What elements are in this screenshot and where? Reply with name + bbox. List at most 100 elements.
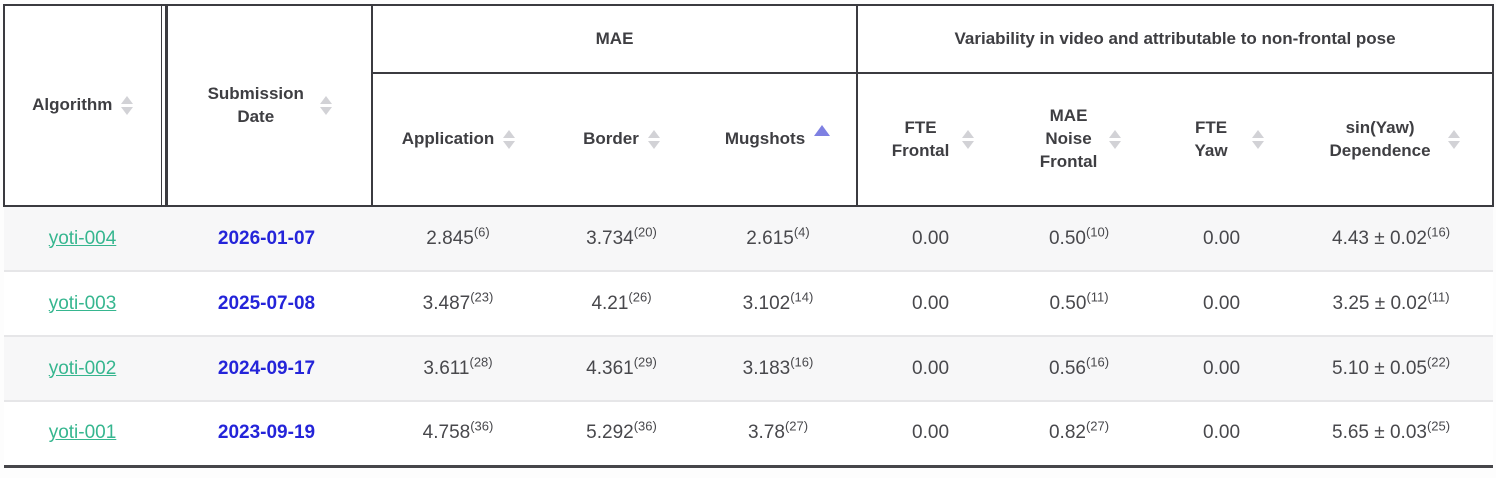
table-row: yoti-001 2023-09-19 4.758(36) 5.292(36) 3.78…: [4, 401, 1494, 468]
metric-value: 3.25 ± 0.02: [1332, 292, 1428, 314]
fte-frontal-cell: 0.00: [857, 336, 1005, 402]
table-body: yoti-004 2026-01-07 2.845(6) 3.734(20) 2.615…: [4, 206, 1494, 468]
table-row: yoti-002 2024-09-17 3.611(28) 4.361(29) 3.18…: [4, 336, 1494, 402]
submission-date-cell: 2023-09-19: [161, 401, 372, 468]
algorithm-cell: yoti-001: [4, 401, 161, 468]
sub-header-row: Application Border Mugshots FTE Frontal: [4, 73, 1495, 207]
column-header-mugshots[interactable]: Mugshots: [699, 73, 859, 207]
metric-value: 4.758: [422, 422, 471, 444]
sort-icon[interactable]: [319, 96, 332, 115]
mugshots-cell: 3.102(14): [699, 271, 858, 337]
algorithm-link[interactable]: yoti-001: [48, 422, 117, 444]
rank-superscript: (27): [1085, 418, 1110, 434]
rank-superscript: (36): [470, 418, 494, 434]
metric-value: 0.56: [1048, 357, 1086, 379]
rank-superscript: (22): [1426, 354, 1451, 370]
rank-superscript: (28): [469, 354, 493, 370]
sinyaw-cell: 5.65 ± 0.03(25): [1289, 401, 1494, 468]
submission-date-value: 2024-09-17: [217, 357, 316, 379]
algorithm-link[interactable]: yoti-004: [48, 227, 117, 249]
metric-value: 4.361: [586, 357, 634, 379]
submission-date-cell: 2026-01-07: [161, 206, 372, 272]
border-cell: 4.21(26): [544, 271, 699, 337]
submission-date-value: 2025-07-08: [217, 292, 316, 314]
border-cell: 4.361(29): [544, 336, 699, 402]
rank-superscript: (36): [633, 418, 657, 434]
column-header-submission-date[interactable]: Submission Date: [161, 4, 373, 207]
metric-value: 0.00: [912, 422, 950, 444]
metric-value: 0.82: [1048, 422, 1086, 444]
fte-yaw-cell: 0.00: [1154, 271, 1290, 337]
fte-yaw-cell: 0.00: [1154, 206, 1290, 272]
column-label-border: Border: [583, 129, 639, 149]
sort-icon[interactable]: [1108, 130, 1121, 149]
column-header-sinyaw-dependence[interactable]: sin(Yaw) Dependence: [1289, 73, 1495, 207]
metric-value: 0.00: [1203, 227, 1241, 249]
mae-noise-cell: 0.50(10): [1004, 206, 1155, 272]
metric-value: 3.78: [747, 422, 785, 444]
fte-frontal-cell: 0.00: [857, 401, 1005, 468]
algorithm-link[interactable]: yoti-003: [48, 292, 117, 314]
submission-date-value: 2023-09-19: [217, 422, 316, 444]
mae-noise-cell: 0.50(11): [1004, 271, 1155, 337]
fte-frontal-cell: 0.00: [857, 271, 1005, 337]
sort-icon[interactable]: [1448, 130, 1461, 149]
sort-icon[interactable]: [503, 130, 516, 149]
sort-icon[interactable]: [961, 130, 974, 149]
rank-superscript: (16): [790, 354, 814, 370]
sort-icon[interactable]: [1252, 130, 1265, 149]
border-cell: 3.734(20): [544, 206, 699, 272]
rank-superscript: (14): [790, 289, 814, 305]
column-label-submission-date: Submission Date: [207, 83, 304, 126]
rank-superscript: (29): [633, 354, 657, 370]
column-header-fte-frontal[interactable]: FTE Frontal: [857, 73, 1005, 207]
metric-value: 0.00: [1203, 357, 1241, 379]
column-header-mae-noise-frontal[interactable]: MAE Noise Frontal: [1004, 73, 1155, 207]
fte-yaw-cell: 0.00: [1154, 336, 1290, 402]
column-label-algorithm: Algorithm: [32, 95, 113, 115]
sort-icon[interactable]: [647, 130, 660, 149]
group-header-mae: MAE: [372, 4, 859, 74]
metric-value: 0.50: [1048, 227, 1086, 249]
column-label-application: Application: [401, 129, 495, 149]
mugshots-cell: 2.615(4): [699, 206, 858, 272]
rank-superscript: (25): [1426, 418, 1451, 434]
algorithm-link[interactable]: yoti-002: [48, 357, 117, 379]
submission-date-cell: 2024-09-17: [161, 336, 372, 402]
mugshots-cell: 3.78(27): [699, 401, 858, 468]
fte-yaw-cell: 0.00: [1154, 401, 1290, 468]
column-header-fte-yaw[interactable]: FTE Yaw: [1154, 73, 1290, 207]
column-header-application[interactable]: Application: [372, 73, 544, 207]
sort-icon[interactable]: [121, 96, 134, 115]
column-header-algorithm[interactable]: Algorithm: [3, 4, 162, 207]
results-table: Algorithm Submission Date MAE Variabilit…: [3, 4, 1495, 468]
column-header-border[interactable]: Border: [544, 73, 699, 207]
column-label-mugshots: Mugshots: [724, 129, 806, 149]
column-label-fte-frontal: FTE Frontal: [891, 117, 950, 160]
metric-value: 5.292: [586, 422, 634, 444]
application-cell: 4.758(36): [372, 401, 544, 468]
table-row: yoti-004 2026-01-07 2.845(6) 3.734(20) 2.615…: [4, 206, 1494, 272]
sinyaw-cell: 3.25 ± 0.02(11): [1289, 271, 1494, 337]
border-cell: 5.292(36): [544, 401, 699, 468]
mae-noise-cell: 0.82(27): [1004, 401, 1155, 468]
metric-value: 2.615: [746, 227, 794, 249]
sort-ascending-icon[interactable]: [814, 125, 831, 136]
rank-superscript: (23): [470, 289, 494, 305]
column-label-mae-noise-frontal: MAE Noise Frontal: [1039, 106, 1098, 171]
metric-value: 4.43 ± 0.02: [1332, 227, 1427, 249]
column-label-sinyaw-dependence: sin(Yaw) Dependence: [1329, 117, 1431, 160]
metric-value: 0.00: [912, 292, 950, 314]
sinyaw-cell: 4.43 ± 0.02(16): [1289, 206, 1494, 272]
metric-value: 0.00: [1203, 292, 1241, 314]
application-cell: 3.611(28): [372, 336, 544, 402]
metric-value: 0.00: [912, 227, 950, 249]
table-header: Algorithm Submission Date MAE Variabilit…: [3, 4, 1495, 207]
rank-superscript: (26): [628, 289, 652, 305]
sinyaw-cell: 5.10 ± 0.05(22): [1289, 336, 1494, 402]
metric-value: 3.611: [423, 357, 470, 379]
metric-value: 0.00: [912, 357, 950, 379]
submission-date-cell: 2025-07-08: [161, 271, 372, 337]
mugshots-cell: 3.183(16): [699, 336, 858, 402]
group-header-row: Algorithm Submission Date MAE Variabilit…: [3, 4, 1495, 207]
